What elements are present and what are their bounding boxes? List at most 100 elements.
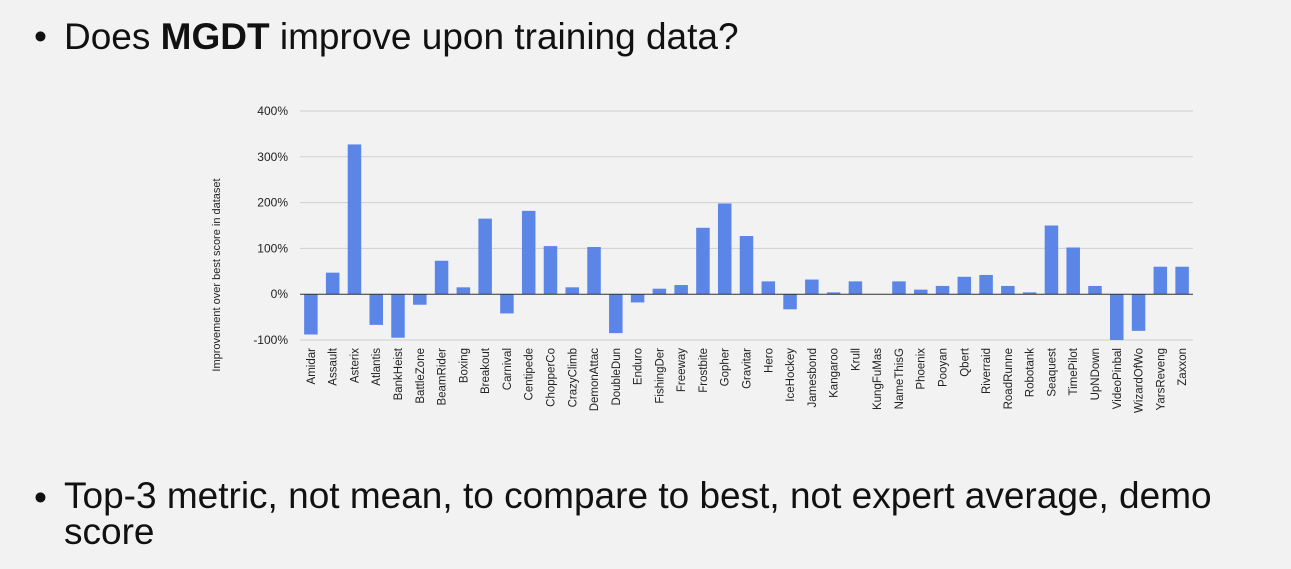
- bar: [957, 276, 972, 295]
- bar: [521, 210, 536, 295]
- bar: [913, 289, 928, 295]
- bar: [1088, 285, 1102, 295]
- x-tick-label: TimePilot: [1068, 347, 1080, 395]
- bullet-metric-note-text: Top-3 metric, not mean, to compare to be…: [64, 475, 1212, 552]
- bullet-question-bold: MGDT: [160, 16, 270, 57]
- bar: [369, 294, 383, 325]
- x-tick-label: DemonAttac: [589, 348, 601, 412]
- x-tick-label: Qbert: [959, 347, 971, 377]
- x-tick-label: Seaquest: [1046, 347, 1058, 396]
- x-tick-label: Phoenix: [916, 348, 928, 390]
- bar: [674, 285, 688, 295]
- x-tick-label: Enduro: [633, 348, 645, 385]
- bar: [1001, 285, 1015, 295]
- bar: [1044, 225, 1059, 295]
- x-tick-label: Hero: [763, 348, 775, 373]
- x-tick-label: Amidar: [306, 348, 318, 385]
- x-tick-label: Boxing: [458, 348, 470, 383]
- x-tick-labels: Amidar Assault Asterix Atlantis BankHeist Bat…: [306, 347, 1189, 413]
- bullet-metric-note: • Top-3 metric, not mean, to compare to …: [34, 475, 1284, 552]
- x-tick-label: Zaxxon: [1177, 348, 1189, 386]
- bar: [304, 294, 318, 335]
- bar: [347, 144, 362, 295]
- x-tick-label: YarsReveng: [1155, 348, 1167, 410]
- bar: [1131, 294, 1146, 331]
- bars: [304, 144, 1189, 340]
- bar: [1066, 247, 1080, 295]
- x-tick-label: CrazyClimb: [567, 348, 579, 407]
- y-axis-label: Improvement over best score in dataset: [211, 178, 223, 371]
- bar: [1175, 266, 1189, 295]
- x-tick-label: Breakout: [480, 347, 492, 394]
- bar: [500, 294, 514, 314]
- x-tick-label: BattleZone: [415, 348, 427, 404]
- bar: [478, 218, 492, 295]
- x-tick-label: Atlantis: [371, 348, 383, 386]
- gridlines: [300, 110, 1193, 341]
- bar: [848, 281, 863, 295]
- x-tick-label: Robotank: [1025, 348, 1037, 397]
- bar: [434, 260, 449, 295]
- x-tick-label: Carnival: [502, 348, 514, 390]
- y-tick-label: -100%: [253, 333, 288, 347]
- bar: [783, 294, 797, 310]
- bar: [413, 294, 427, 305]
- bar: [391, 294, 405, 338]
- x-tick-label: Asterix: [349, 348, 361, 383]
- x-tick-label: Centipede: [524, 348, 536, 400]
- bar: [696, 227, 710, 295]
- bullet-question: • Does MGDT improve upon training data?: [34, 17, 739, 57]
- bar: [892, 281, 906, 295]
- x-tick-label: Gravitar: [742, 348, 754, 389]
- x-tick-label: ChopperCo: [545, 348, 557, 407]
- y-tick-label: 300%: [257, 150, 288, 164]
- bar: [456, 287, 471, 295]
- bar: [1153, 266, 1168, 295]
- bullet-symbol: •: [34, 477, 47, 518]
- y-tick-label: 100%: [257, 241, 288, 255]
- y-tick-label: 400%: [257, 104, 288, 118]
- x-tick-label: BankHeist: [393, 347, 405, 400]
- bar: [935, 285, 950, 295]
- bar: [325, 272, 340, 295]
- y-tick-labels: -100% 0% 100% 200% 300% 400%: [253, 104, 288, 347]
- x-tick-label: NameThisG: [894, 348, 906, 409]
- x-tick-label: KungFuMas: [872, 348, 884, 410]
- y-tick-label: 200%: [257, 196, 288, 210]
- x-tick-label: Krull: [850, 348, 862, 371]
- x-tick-label: Gopher: [720, 348, 732, 387]
- bar: [1110, 294, 1124, 340]
- bar: [652, 288, 667, 295]
- x-tick-label: DoubleDun: [611, 348, 623, 406]
- bar: [565, 287, 580, 295]
- x-tick-label: Pooyan: [938, 348, 950, 387]
- bullet-question-text: Does MGDT improve upon training data?: [64, 17, 739, 57]
- bar: [805, 279, 819, 295]
- bullet-symbol: •: [34, 16, 47, 57]
- bullet-question-suffix: improve upon training data?: [269, 16, 739, 57]
- x-tick-label: Assault: [328, 347, 340, 386]
- bar: [739, 236, 754, 295]
- y-tick-label: 0%: [271, 287, 289, 301]
- x-tick-label: Frostbite: [698, 348, 710, 393]
- bar: [630, 294, 645, 303]
- x-tick-label: IceHockey: [785, 348, 797, 402]
- bar: [979, 274, 993, 295]
- bar: [717, 203, 732, 295]
- x-tick-label: Riverraid: [981, 348, 993, 394]
- x-tick-label: FishingDer: [654, 348, 666, 404]
- bar: [587, 247, 601, 295]
- x-tick-label: RoadRunne: [1003, 348, 1015, 409]
- x-tick-label: UpNDown: [1090, 348, 1102, 400]
- x-tick-label: Jamesbond: [807, 348, 819, 407]
- bar: [826, 292, 841, 295]
- bar: [543, 246, 558, 295]
- x-tick-label: Freeway: [676, 348, 688, 392]
- bar: [1022, 292, 1037, 295]
- x-tick-label: VideoPinbal: [1112, 348, 1124, 409]
- bar: [609, 294, 623, 334]
- bar: [761, 281, 776, 295]
- bullet-question-prefix: Does: [64, 16, 161, 57]
